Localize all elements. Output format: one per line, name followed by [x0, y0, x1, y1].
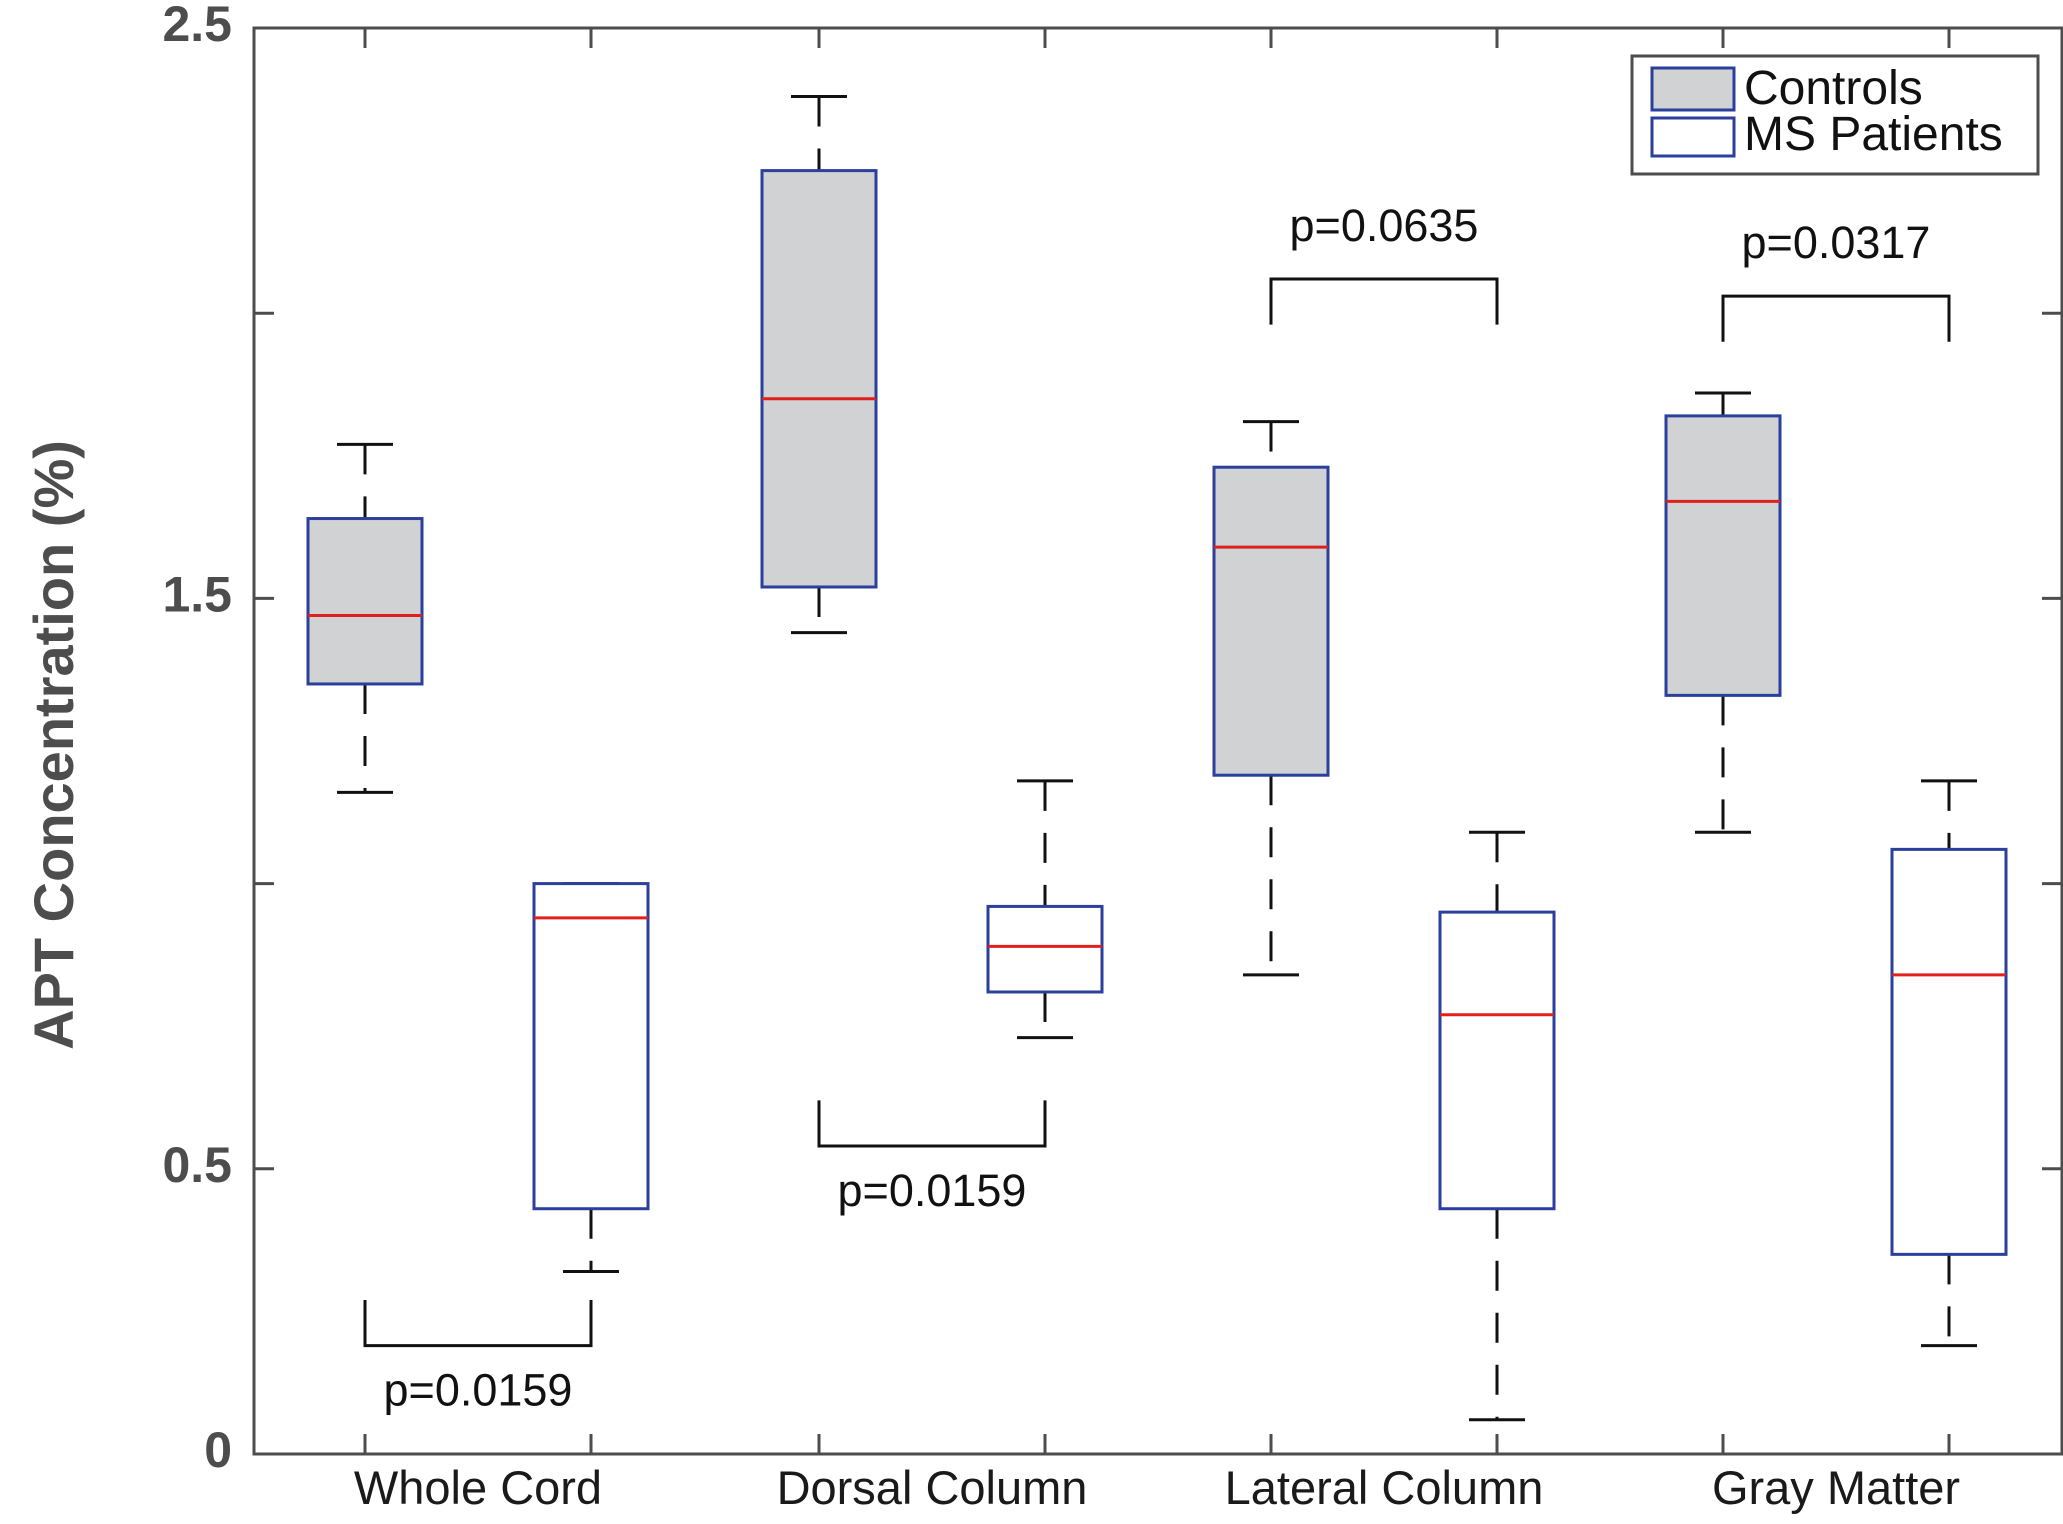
- box-iqr: [986, 904, 1104, 994]
- significance-bracket: p=0.0159: [817, 1100, 1047, 1216]
- bracket-line: [1269, 277, 1499, 325]
- box-series: [306, 94, 2008, 1422]
- p-value-label: p=0.0159: [838, 1165, 1027, 1216]
- y-tick-label: 0: [204, 1422, 232, 1478]
- box-iqr: [1212, 465, 1330, 777]
- box-controls: [1664, 391, 1782, 834]
- box-controls: [760, 94, 878, 635]
- box-ms-patients: [1438, 830, 1556, 1422]
- legend-label-controls: Controls: [1744, 62, 1923, 115]
- legend-swatch-controls: [1650, 66, 1736, 112]
- x-axis: Whole Cord Dorsal Column Lateral Column Gra…: [354, 28, 1960, 1514]
- box-ms-patients: [986, 779, 1104, 1040]
- box-iqr: [1438, 910, 1556, 1211]
- p-value-label: p=0.0635: [1290, 200, 1479, 251]
- legend-swatch-ms-patients: [1650, 116, 1736, 158]
- x-category-label: Lateral Column: [1225, 1461, 1544, 1514]
- box-iqr: [306, 517, 424, 686]
- y-tick-label: 2.5: [162, 0, 232, 52]
- p-value-label: p=0.0159: [384, 1365, 573, 1416]
- bracket-line: [817, 1100, 1047, 1148]
- box-iqr: [532, 882, 650, 1211]
- legend-label-ms-patients: MS Patients: [1744, 108, 2003, 161]
- box-iqr: [1664, 414, 1782, 697]
- y-axis-label: APT Concentration (%): [22, 440, 85, 1050]
- box-iqr: [1890, 847, 2008, 1256]
- significance-bracket: p=0.0159: [363, 1299, 593, 1416]
- x-category-label: Whole Cord: [354, 1461, 602, 1514]
- box-controls: [306, 442, 424, 794]
- box-iqr: [760, 169, 878, 589]
- box-ms-patients: [1890, 779, 2008, 1348]
- significance-bracket: p=0.0317: [1721, 217, 1951, 342]
- legend: Controls MS Patients: [1630, 54, 2040, 176]
- plot-area: [252, 26, 2063, 1456]
- bracket-line: [363, 1299, 593, 1348]
- y-axis: 0 0.5 1.5 2.5: [162, 0, 2062, 1478]
- significance-bracket: p=0.0635: [1269, 200, 1499, 325]
- significance-annotations: p=0.0159 p=0.0159 p=0.0635 p=0.0317: [363, 200, 1951, 1416]
- x-category-label: Gray Matter: [1712, 1461, 1960, 1514]
- y-tick-label: 1.5: [162, 567, 232, 623]
- bracket-line: [1721, 294, 1951, 342]
- y-tick-label: 0.5: [162, 1137, 232, 1193]
- box-ms-patients: [532, 882, 650, 1273]
- x-category-label: Dorsal Column: [777, 1461, 1088, 1514]
- box-controls: [1212, 420, 1330, 977]
- p-value-label: p=0.0317: [1742, 217, 1931, 268]
